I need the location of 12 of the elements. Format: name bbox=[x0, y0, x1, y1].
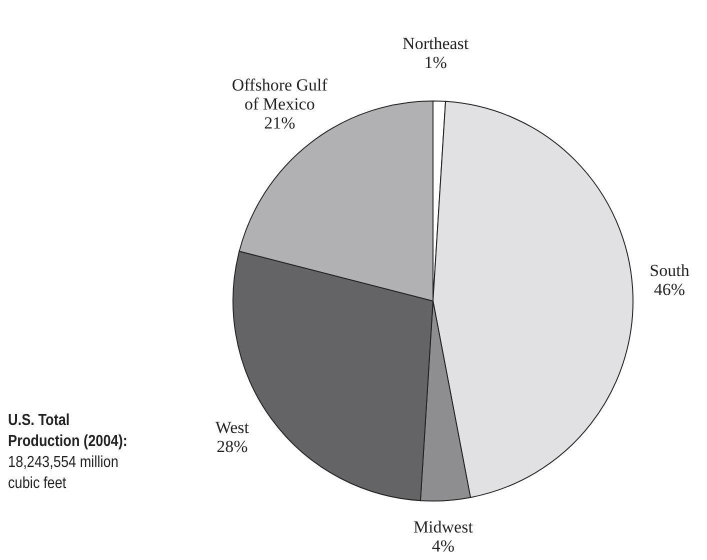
data-label: 4% bbox=[432, 536, 455, 556]
text: U.S. Total Production (2004): bbox=[8, 411, 128, 452]
text: 18,243,554 million cubic feet bbox=[8, 453, 120, 494]
slice-label: South bbox=[650, 260, 690, 280]
slice-label: Northeast bbox=[402, 34, 469, 54]
data-label: 28% bbox=[216, 437, 248, 456]
data-label: 46% bbox=[654, 280, 686, 299]
slice-label: Offshore Gulf of Mexico bbox=[232, 75, 328, 114]
slice-label: Midwest bbox=[413, 518, 474, 537]
data-label: 1% bbox=[424, 53, 447, 72]
slice-label: West bbox=[215, 418, 250, 438]
data-label: 21% bbox=[264, 113, 296, 132]
